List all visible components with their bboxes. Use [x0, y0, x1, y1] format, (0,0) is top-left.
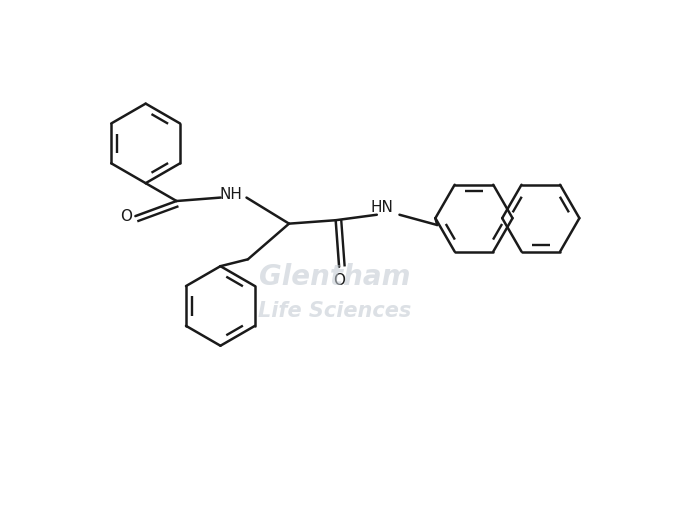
Text: NH: NH [220, 187, 243, 202]
Text: Glentham: Glentham [258, 263, 410, 291]
Text: O: O [333, 273, 345, 288]
Text: HN: HN [370, 200, 393, 215]
Text: O: O [120, 209, 132, 224]
Text: Life Sciences: Life Sciences [258, 302, 411, 321]
